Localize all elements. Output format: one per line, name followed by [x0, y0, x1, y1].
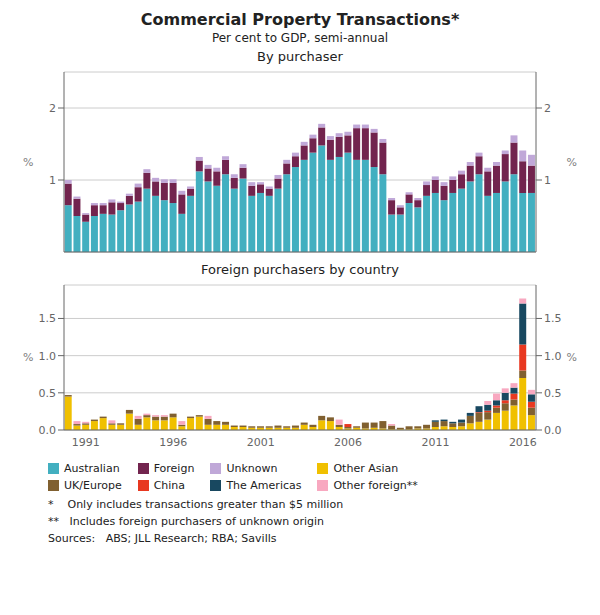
- svg-text:1996: 1996: [159, 436, 187, 449]
- svg-text:%: %: [567, 351, 577, 364]
- svg-text:1991: 1991: [72, 436, 100, 449]
- svg-text:%: %: [23, 156, 33, 169]
- svg-text:2: 2: [544, 102, 551, 115]
- html-text:The Americas: The Americas: [226, 479, 302, 492]
- svg-text:0.0: 0.0: [544, 424, 562, 437]
- svg-text:%: %: [23, 351, 33, 364]
- html-text:Sources: ABS; JLL Research; RB: Sources: ABS; JLL Research; RBA; Savills: [48, 532, 277, 545]
- svg-text:2: 2: [49, 102, 56, 115]
- svg-text:0.5: 0.5: [39, 387, 57, 400]
- html-text:Foreign purchasers by country: Foreign purchasers by country: [201, 262, 399, 277]
- html-text:Other foreign**: Other foreign**: [333, 479, 418, 492]
- html-text:* Only includes transactions g: * Only includes transactions greater tha…: [48, 498, 344, 511]
- html-text:Australian: Australian: [64, 462, 120, 475]
- html-text:By purchaser: By purchaser: [257, 49, 343, 64]
- svg-text:1.0: 1.0: [39, 350, 57, 363]
- svg-text:1.0: 1.0: [544, 350, 562, 363]
- svg-text:1.5: 1.5: [39, 312, 57, 325]
- svg-text:1.5: 1.5: [544, 312, 562, 325]
- html-text:** Includes foreign purchasers: ** Includes foreign purchasers of unknow…: [48, 515, 325, 528]
- svg-text:1: 1: [544, 174, 551, 187]
- svg-text:%: %: [567, 156, 577, 169]
- svg-text:0.0: 0.0: [39, 424, 57, 437]
- svg-text:2016: 2016: [509, 436, 537, 449]
- svg-text:2001: 2001: [247, 436, 275, 449]
- html-text:China: China: [153, 479, 186, 492]
- svg-text:1: 1: [49, 174, 56, 187]
- html-text:Foreign: Foreign: [153, 462, 195, 475]
- html-text:Other Asian: Other Asian: [333, 462, 399, 475]
- html-text:Unknown: Unknown: [226, 462, 278, 475]
- svg-text:2006: 2006: [334, 436, 362, 449]
- svg-text:2011: 2011: [421, 436, 449, 449]
- svg-text:0.5: 0.5: [544, 387, 562, 400]
- html-text:UK/Europe: UK/Europe: [64, 479, 122, 492]
- html-text:Per cent to GDP, semi-annual: Per cent to GDP, semi-annual: [211, 31, 389, 45]
- html-text:Commercial Property Transactio: Commercial Property Transactions*: [140, 10, 460, 29]
